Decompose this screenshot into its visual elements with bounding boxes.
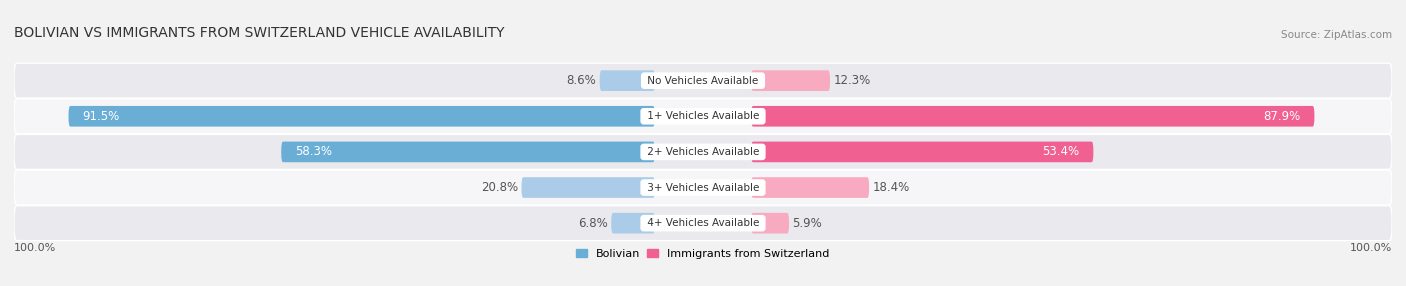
- Text: Source: ZipAtlas.com: Source: ZipAtlas.com: [1281, 30, 1392, 40]
- FancyBboxPatch shape: [14, 206, 1392, 241]
- FancyBboxPatch shape: [69, 106, 655, 127]
- Text: 1+ Vehicles Available: 1+ Vehicles Available: [644, 111, 762, 121]
- FancyBboxPatch shape: [751, 213, 789, 233]
- Text: 3+ Vehicles Available: 3+ Vehicles Available: [644, 182, 762, 192]
- FancyBboxPatch shape: [14, 63, 1392, 98]
- FancyBboxPatch shape: [14, 170, 1392, 205]
- Legend: Bolivian, Immigrants from Switzerland: Bolivian, Immigrants from Switzerland: [572, 245, 834, 263]
- Text: 6.8%: 6.8%: [578, 217, 607, 230]
- Text: 12.3%: 12.3%: [834, 74, 870, 87]
- Text: 4+ Vehicles Available: 4+ Vehicles Available: [644, 218, 762, 228]
- Text: 58.3%: 58.3%: [295, 145, 332, 158]
- Text: 53.4%: 53.4%: [1042, 145, 1080, 158]
- FancyBboxPatch shape: [522, 177, 655, 198]
- FancyBboxPatch shape: [14, 99, 1392, 134]
- Text: 20.8%: 20.8%: [481, 181, 517, 194]
- Text: 18.4%: 18.4%: [873, 181, 910, 194]
- FancyBboxPatch shape: [751, 106, 1315, 127]
- Text: 5.9%: 5.9%: [793, 217, 823, 230]
- FancyBboxPatch shape: [751, 177, 869, 198]
- FancyBboxPatch shape: [751, 70, 830, 91]
- Text: 87.9%: 87.9%: [1264, 110, 1301, 123]
- FancyBboxPatch shape: [612, 213, 655, 233]
- Text: 2+ Vehicles Available: 2+ Vehicles Available: [644, 147, 762, 157]
- Text: 100.0%: 100.0%: [14, 243, 56, 253]
- FancyBboxPatch shape: [751, 142, 1094, 162]
- Text: No Vehicles Available: No Vehicles Available: [644, 76, 762, 86]
- Text: BOLIVIAN VS IMMIGRANTS FROM SWITZERLAND VEHICLE AVAILABILITY: BOLIVIAN VS IMMIGRANTS FROM SWITZERLAND …: [14, 26, 505, 40]
- FancyBboxPatch shape: [281, 142, 655, 162]
- Text: 8.6%: 8.6%: [567, 74, 596, 87]
- Text: 100.0%: 100.0%: [1350, 243, 1392, 253]
- FancyBboxPatch shape: [14, 134, 1392, 169]
- FancyBboxPatch shape: [600, 70, 655, 91]
- Text: 91.5%: 91.5%: [83, 110, 120, 123]
